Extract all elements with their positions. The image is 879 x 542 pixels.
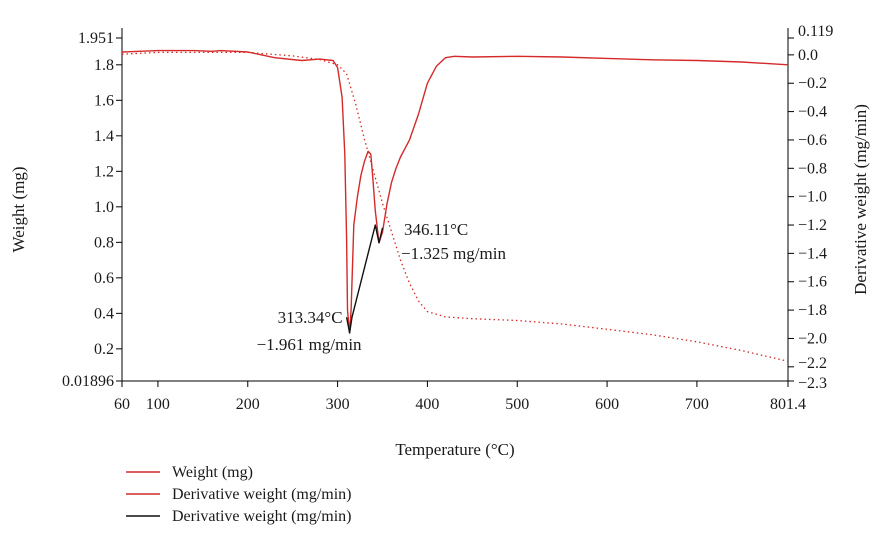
y-right-tick-label: −1.4 bbox=[798, 245, 827, 262]
y-right-tick-label: −1.6 bbox=[798, 274, 827, 291]
x-tick-label: 100 bbox=[146, 396, 170, 413]
annotation-peak-2-rate: −1.325 mg/min bbox=[401, 244, 506, 263]
y-right-tick-label: −0.4 bbox=[798, 104, 827, 121]
y-left-tick-label: 1.6 bbox=[94, 92, 114, 109]
y-right-tick-label: −0.6 bbox=[798, 132, 827, 149]
y-right-tick-label: −2.2 bbox=[798, 355, 827, 372]
x-tick-label: 400 bbox=[415, 396, 439, 413]
legend-label-1: Weight (mg) bbox=[172, 464, 253, 481]
y-right-tick-label: 0.119 bbox=[798, 23, 833, 40]
y-left-tick-label: 0.2 bbox=[94, 341, 114, 358]
y-axis-right-title: Derivative weight (mg/min) bbox=[851, 104, 870, 295]
y-left-tick-label: 0.01896 bbox=[62, 373, 114, 390]
x-tick-label: 300 bbox=[326, 396, 350, 413]
y-right-tick-label: −1.0 bbox=[798, 189, 827, 206]
y-right-tick-label: −2.0 bbox=[798, 330, 827, 347]
y-right-tick-label: −2.3 bbox=[798, 375, 827, 392]
y-right-tick-label: −0.2 bbox=[798, 75, 827, 92]
y-left-tick-label: 1.4 bbox=[94, 128, 114, 145]
y-left-tick-label: 0.4 bbox=[94, 305, 114, 322]
annotation-peak-1-temp: 313.34°C bbox=[278, 308, 343, 327]
x-tick-label: 600 bbox=[595, 396, 619, 413]
x-tick-label: 500 bbox=[505, 396, 529, 413]
x-axis-title: Temperature (°C) bbox=[395, 440, 514, 459]
y-left-tick-label: 0.6 bbox=[94, 270, 114, 287]
series-line-1 bbox=[121, 51, 789, 362]
x-tick-label: 700 bbox=[685, 396, 709, 413]
y-left-tick-label: 0.8 bbox=[94, 234, 114, 251]
annotation-peak-1-rate: −1.961 mg/min bbox=[257, 335, 362, 354]
annotation-peak-2-temp: 346.11°C bbox=[404, 220, 468, 239]
y-axis-left-title: Weight (mg) bbox=[9, 167, 28, 253]
y-left-tick-label: 1.0 bbox=[94, 199, 114, 216]
y-left-tick-label: 1.8 bbox=[94, 57, 114, 74]
y-right-tick-label: −1.8 bbox=[798, 302, 827, 319]
series-line-2 bbox=[121, 49, 789, 334]
legend-label-2: Derivative weight (mg/min) bbox=[172, 486, 352, 503]
x-tick-label: 801.4 bbox=[770, 396, 806, 413]
series-line-3 bbox=[345, 224, 384, 334]
y-left-tick-label: 1.951 bbox=[78, 30, 114, 47]
x-tick-label: 60 bbox=[114, 396, 130, 413]
legend-label-3: Derivative weight (mg/min) bbox=[172, 508, 352, 525]
x-tick-label: 200 bbox=[236, 396, 260, 413]
y-left-tick-label: 1.2 bbox=[94, 163, 114, 180]
y-right-tick-label: 0.0 bbox=[798, 47, 818, 64]
y-right-tick-label: −1.2 bbox=[798, 217, 827, 234]
y-right-tick-label: −0.8 bbox=[798, 160, 827, 177]
